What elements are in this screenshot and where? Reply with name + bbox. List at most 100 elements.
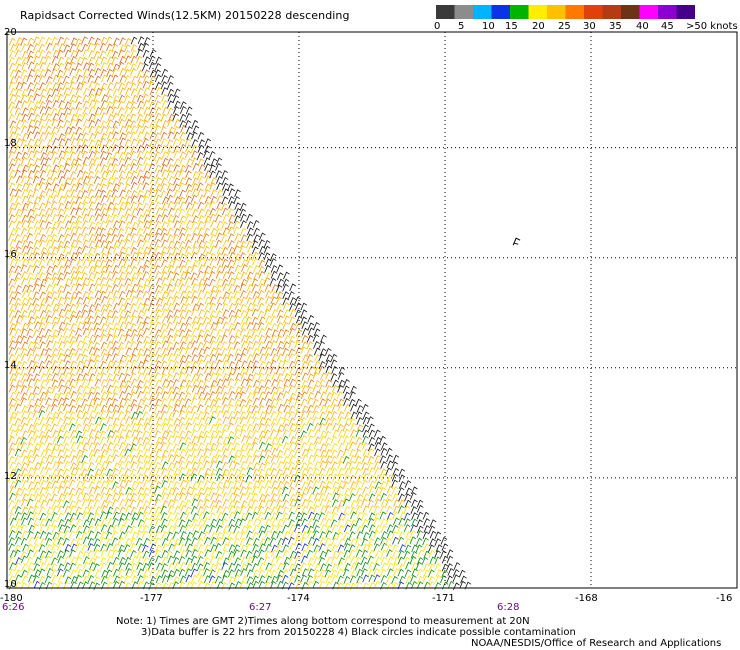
wind-barb [100, 265, 108, 274]
wind-barb [184, 538, 192, 546]
wind-barb [375, 486, 382, 495]
wind-barb [379, 435, 386, 444]
wind-barb [124, 145, 131, 154]
wind-barb [142, 385, 150, 394]
wind-barb [26, 182, 34, 191]
wind-barb [106, 131, 114, 140]
wind-barb [210, 518, 217, 527]
wind-barb [124, 163, 132, 172]
wind-barb [63, 422, 70, 431]
wind-barb [75, 101, 83, 110]
wind-barb [410, 581, 418, 589]
wind-barb [14, 403, 22, 412]
wind-barb [136, 296, 143, 305]
wind-barb [386, 575, 393, 583]
wind-barb [216, 176, 223, 184]
wind-barb [143, 143, 150, 152]
wind-barb [308, 511, 315, 520]
wind-barb [154, 334, 162, 343]
wind-barb [282, 302, 290, 310]
wind-barb [39, 181, 46, 190]
wind-barb [172, 272, 180, 281]
wind-barb [100, 323, 108, 331]
wind-barb [87, 296, 95, 305]
wind-barb [289, 378, 296, 387]
wind-barb [349, 487, 357, 495]
wind-barb [313, 569, 321, 578]
wind-barb [186, 219, 193, 228]
wind-barb [216, 556, 223, 565]
wind-barb [81, 498, 89, 507]
wind-barb [32, 202, 40, 210]
wind-barb [117, 106, 125, 115]
wind-barb [51, 416, 59, 424]
wind-barb [386, 582, 394, 590]
wind-barb [368, 574, 376, 583]
wind-barb [209, 391, 216, 399]
wind-barb [142, 239, 150, 248]
wind-barb [204, 536, 211, 545]
wind-barb [82, 403, 90, 412]
wind-barb [178, 409, 186, 418]
wind-barb [246, 221, 254, 229]
wind-barb [143, 99, 150, 108]
wind-barb [45, 144, 53, 153]
wind-barb [56, 303, 64, 311]
wind-barb [56, 542, 64, 551]
wind-barb [397, 581, 405, 590]
wind-barb [259, 360, 266, 369]
wind-barb [361, 561, 369, 570]
wind-barb [392, 536, 399, 545]
wind-barb [331, 524, 339, 532]
wind-barb [174, 518, 181, 526]
wind-barb [45, 188, 53, 196]
wind-barb [198, 257, 205, 266]
wind-barb [64, 576, 72, 584]
wind-barb [166, 150, 174, 159]
wind-barb [277, 416, 284, 425]
wind-barb [186, 207, 193, 216]
wind-barb [320, 391, 327, 400]
wind-barb [148, 386, 155, 395]
wind-barb [325, 379, 332, 388]
wind-barb [228, 500, 236, 508]
wind-barb [76, 385, 84, 393]
wind-barb [271, 486, 278, 495]
wind-barb [192, 227, 200, 235]
wind-barb [70, 56, 77, 64]
wind-barb [45, 360, 53, 368]
wind-barb [161, 315, 169, 324]
wind-barb [428, 525, 436, 534]
wind-barb [287, 536, 295, 545]
wind-barb [209, 170, 216, 179]
wind-barb [27, 107, 35, 116]
wind-barb [9, 327, 16, 336]
wind-barb [143, 113, 151, 122]
wind-barb [137, 239, 144, 248]
wind-barb [57, 468, 64, 477]
wind-barb [45, 214, 53, 222]
wind-barb [428, 575, 435, 584]
wind-barb [192, 316, 199, 324]
wind-barb [332, 422, 339, 431]
wind-barb [20, 335, 28, 344]
wind-barb [57, 392, 65, 400]
wind-barb [21, 88, 29, 97]
wind-barb [101, 581, 108, 590]
wind-barb [264, 423, 271, 432]
wind-barb [57, 234, 65, 242]
wind-barb [338, 512, 345, 521]
wind-barb [58, 308, 66, 317]
wind-barb [143, 214, 151, 222]
wind-barb [58, 138, 66, 147]
wind-barb [124, 443, 132, 451]
wind-barb [50, 107, 58, 116]
wind-barb [233, 455, 241, 463]
wind-barb [75, 327, 82, 336]
wind-barb [246, 265, 253, 274]
wind-barb [167, 93, 175, 102]
wind-barb [52, 531, 60, 540]
wind-barb [137, 265, 144, 274]
wind-barb [14, 328, 22, 337]
wind-barb [386, 549, 393, 557]
